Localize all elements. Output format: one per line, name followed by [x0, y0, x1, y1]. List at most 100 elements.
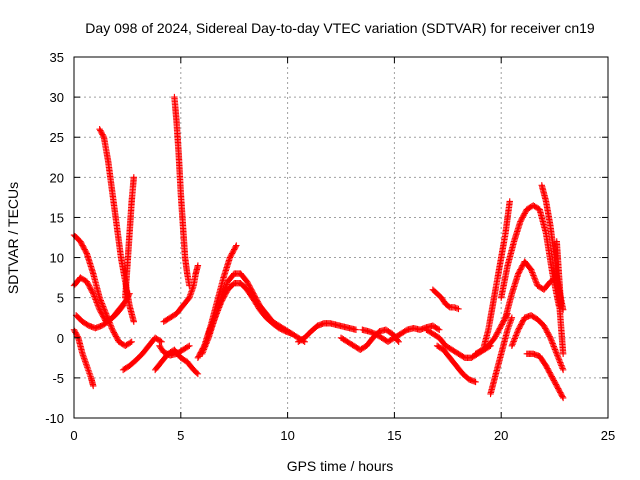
data-point	[548, 338, 556, 346]
data-point	[203, 340, 210, 347]
y-tick-label: 5	[57, 291, 64, 306]
data-point	[200, 347, 207, 355]
data-point	[217, 299, 225, 307]
y-tick-label: 20	[50, 170, 64, 185]
data-point	[506, 198, 513, 205]
data-point	[199, 349, 206, 356]
y-tick-label: 35	[50, 50, 64, 65]
data-point	[557, 302, 565, 309]
data-point	[208, 321, 216, 329]
y-tick-label: -5	[52, 371, 64, 386]
data-point	[194, 370, 202, 378]
series-arc-07	[119, 334, 165, 374]
data-point	[554, 352, 561, 359]
data-point	[223, 281, 230, 288]
series-arc-09	[160, 262, 202, 325]
data-point	[200, 346, 208, 353]
series-arc-29	[553, 238, 565, 309]
data-point	[546, 333, 553, 340]
data-point	[99, 132, 107, 140]
data-point	[186, 282, 193, 289]
data-point	[509, 341, 516, 348]
series-arc-28	[472, 310, 511, 358]
data-point	[559, 393, 566, 400]
data-point	[558, 362, 565, 369]
data-point	[107, 322, 114, 329]
chart-title: Day 098 of 2024, Sidereal Day-to-day VTE…	[85, 20, 595, 36]
data-point	[201, 343, 209, 350]
y-tick-label: 25	[50, 130, 64, 145]
data-point	[553, 350, 560, 358]
data-point	[130, 174, 138, 181]
data-point	[209, 320, 216, 327]
data-point	[559, 350, 567, 358]
x-tick-label: 0	[70, 428, 77, 443]
data-point	[212, 311, 220, 319]
data-point	[194, 262, 202, 269]
y-tick-label: 10	[50, 251, 64, 266]
series-arc-27	[523, 350, 567, 402]
data-point	[554, 353, 562, 360]
data-point	[82, 249, 90, 256]
series-arc-15	[295, 320, 360, 345]
data-point	[217, 301, 224, 308]
y-tick-label: 0	[57, 331, 64, 346]
series-arc-04	[70, 326, 97, 390]
data-point	[203, 338, 211, 346]
data-point	[559, 365, 566, 372]
data-point	[94, 300, 101, 308]
data-point	[510, 338, 517, 345]
data-point	[91, 294, 99, 302]
y-axis-label: SDTVAR / TECUs	[5, 182, 21, 294]
data-point	[90, 382, 97, 390]
data-point	[436, 326, 443, 333]
data-point	[206, 327, 213, 335]
data-point	[455, 305, 462, 313]
data-point	[186, 342, 193, 349]
data-point	[74, 333, 81, 340]
data-point	[395, 338, 402, 345]
data-point	[547, 334, 554, 341]
data-point	[208, 323, 215, 330]
data-point	[504, 310, 511, 317]
data-point	[215, 304, 223, 311]
series-arc-22	[487, 314, 516, 398]
data-point	[528, 267, 535, 275]
data-point	[198, 350, 206, 358]
series-arc-19	[429, 286, 462, 313]
series-arc-03	[72, 302, 127, 332]
data-point	[94, 302, 102, 309]
data-point	[514, 328, 521, 335]
data-point	[552, 347, 559, 355]
data-point	[233, 242, 240, 249]
axis-ticks	[73, 56, 609, 419]
data-point	[513, 330, 520, 338]
data-point	[530, 273, 538, 281]
data-point	[513, 329, 521, 336]
data-point	[93, 299, 100, 306]
data-point	[508, 314, 516, 321]
x-tick-label: 15	[387, 428, 401, 443]
data-point	[214, 308, 221, 316]
data-point	[508, 342, 516, 349]
series-arc-23	[498, 202, 563, 309]
series-arc-10	[171, 93, 193, 289]
data-point	[559, 394, 567, 402]
data-point	[205, 329, 213, 336]
series-arc-21	[480, 198, 513, 349]
data-point	[556, 357, 563, 365]
data-point	[127, 339, 134, 346]
data-point	[509, 339, 517, 347]
data-point	[216, 302, 223, 310]
data-point	[503, 311, 511, 319]
data-point	[529, 269, 536, 276]
y-tick-label: -10	[45, 411, 64, 426]
data-point	[207, 326, 214, 333]
data-point	[558, 363, 566, 371]
data-point	[555, 354, 562, 362]
data-point	[128, 338, 135, 345]
tick-labels: 0 5 10 15 20 25 -10 -5 0 5 10 15 20 25 30 35	[45, 50, 615, 443]
plot-frame	[73, 56, 609, 419]
data-point	[215, 305, 222, 313]
